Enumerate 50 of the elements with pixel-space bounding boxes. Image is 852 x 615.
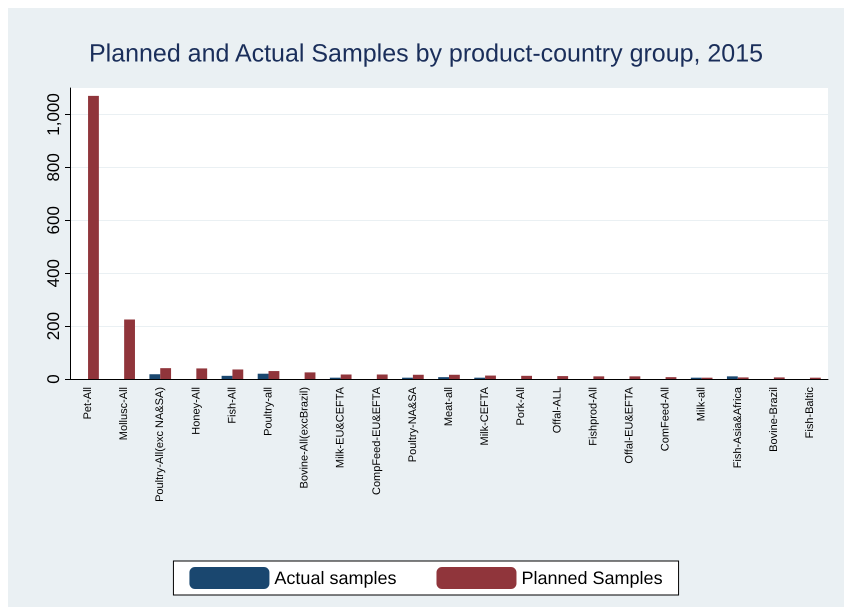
x-tick-label: Offal-EU&EFTA xyxy=(623,386,636,464)
y-tick-label: 200 xyxy=(44,312,63,340)
x-tick-label: Fish-Asia&Africa xyxy=(732,386,744,468)
bar xyxy=(232,369,244,379)
bar xyxy=(449,374,460,379)
chart-title: Planned and Actual Samples by product-country group, 2015 xyxy=(88,40,764,68)
x-tick-label: ComFeed-All xyxy=(660,387,672,452)
bar xyxy=(593,376,604,379)
bar xyxy=(376,374,388,379)
y-tick-label: 400 xyxy=(44,258,63,288)
bar xyxy=(258,374,269,379)
bar xyxy=(88,96,99,379)
x-tick-label: Fish-Baltic xyxy=(804,386,816,438)
x-tick-label: CompFeed-EU&EFTA xyxy=(370,386,383,495)
x-tick-label: Pork-All xyxy=(515,387,528,426)
x-tick-label: Meat-all xyxy=(443,387,455,426)
x-tick-label: Honey-All xyxy=(190,387,202,435)
x-tick-label: Milk-CEFTA xyxy=(479,386,492,446)
bar xyxy=(412,374,424,379)
x-tick-label: Milk-all xyxy=(696,387,708,422)
legend-label: Planned Samples xyxy=(521,568,663,588)
bar xyxy=(629,376,640,379)
x-tick-label: Pet-All xyxy=(82,387,94,420)
x-tick-label: Milk-EU&CEFTA xyxy=(334,386,347,468)
bar xyxy=(485,376,496,379)
bar xyxy=(268,371,280,379)
x-tick-label: Offal-ALL xyxy=(551,387,564,434)
y-tick-label: 1,000 xyxy=(44,93,63,136)
bar xyxy=(222,376,232,379)
x-tick-label: Poultry-all xyxy=(262,387,275,436)
bar xyxy=(304,372,316,379)
bar xyxy=(160,368,172,379)
x-tick-label: Mollusc-All xyxy=(118,387,130,440)
legend-label: Actual samples xyxy=(274,568,396,588)
x-tick-label: Fishprod-All xyxy=(587,387,600,446)
bar xyxy=(726,376,738,379)
bar xyxy=(196,368,208,379)
y-tick-label: 600 xyxy=(44,206,63,234)
x-tick-label: Poultry-NA&SA xyxy=(406,386,419,462)
bar xyxy=(149,374,160,379)
x-tick-label: Poultry-All(exc NA&SA) xyxy=(154,387,166,502)
x-tick-label: Fish-All xyxy=(226,387,238,424)
bar xyxy=(557,376,568,379)
bar xyxy=(124,319,135,379)
x-tick-label: Bovine-Brazil xyxy=(768,387,780,452)
y-tick-label: 800 xyxy=(44,153,63,182)
y-tick-label: 0 xyxy=(44,374,63,384)
bar xyxy=(521,376,532,379)
bar xyxy=(340,374,352,379)
x-tick-label: Bovine-All(excBrazil) xyxy=(298,387,311,488)
